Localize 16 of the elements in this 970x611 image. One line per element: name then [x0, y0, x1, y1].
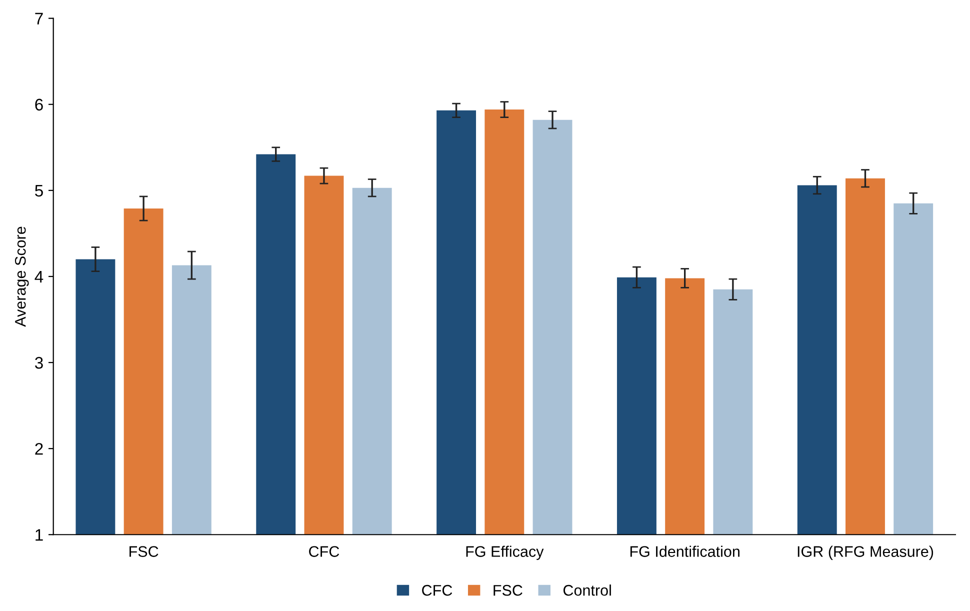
x-tick-label: FSC [130, 546, 158, 557]
y-tick-label: 3 [34, 356, 43, 369]
legend-label: CFC [422, 584, 452, 596]
y-axis-title: Average Score [14, 226, 29, 327]
y-tick-label: 4 [34, 271, 44, 283]
y-tick-label: 1 [36, 529, 43, 541]
legend-label: Control [563, 584, 611, 596]
x-tick-label: CFC [309, 546, 340, 557]
x-tick-label: IGR (RFG Measure) [798, 546, 934, 560]
legend-label: FSC [494, 584, 522, 596]
x-tick-label: FG Identification [630, 546, 740, 557]
y-tick-label: 6 [35, 98, 43, 111]
x-tick-label: FG Efficacy [466, 546, 544, 560]
y-tick-label: 2 [35, 442, 43, 455]
y-tick-label: 5 [35, 185, 43, 197]
y-tick-label: 7 [35, 12, 43, 24]
